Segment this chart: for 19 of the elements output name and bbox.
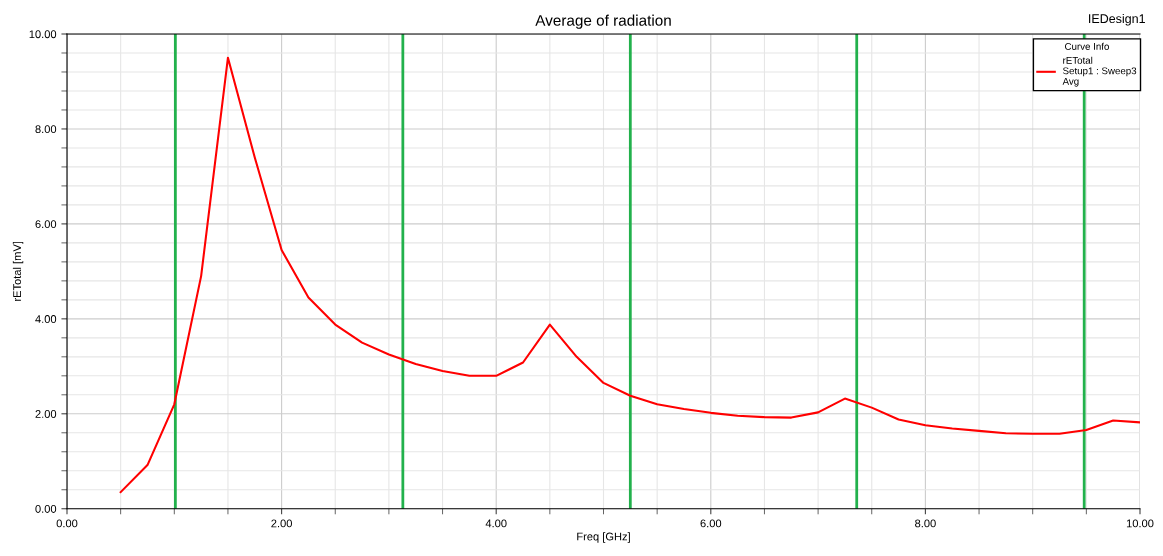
y-tick-label: 2.00 [35, 410, 57, 418]
text: IEDesign1 [1089, 13, 1145, 26]
y-tick-label: 6.00 [35, 220, 57, 229]
x-tick-label: 6.00 [700, 519, 722, 528]
y-tick-label: 10.00 [29, 30, 57, 39]
x-axis-title: Freq [GHz] [577, 532, 630, 543]
y-tick-label: 4.00 [35, 315, 57, 323]
x-tick-label: 4.00 [485, 519, 507, 528]
x-tick-label: 8.00 [915, 519, 936, 528]
chart-title: Average of radiation [535, 14, 671, 29]
y-axis-title: rETotal [mV] [12, 241, 24, 301]
y-tick-label: 8.00 [35, 125, 57, 134]
x-tick-label: 10.00 [1126, 519, 1154, 528]
x-tick-label: 2.00 [271, 519, 292, 528]
legend-label: rETotal Setup1 : Sweep3 Avg [1062, 56, 1137, 87]
x-tick-label: 0.00 [56, 519, 78, 528]
line-series [119, 56, 1140, 494]
legend-title: Curve Info [1065, 42, 1109, 50]
y-tick-label: 0.00 [35, 505, 57, 513]
